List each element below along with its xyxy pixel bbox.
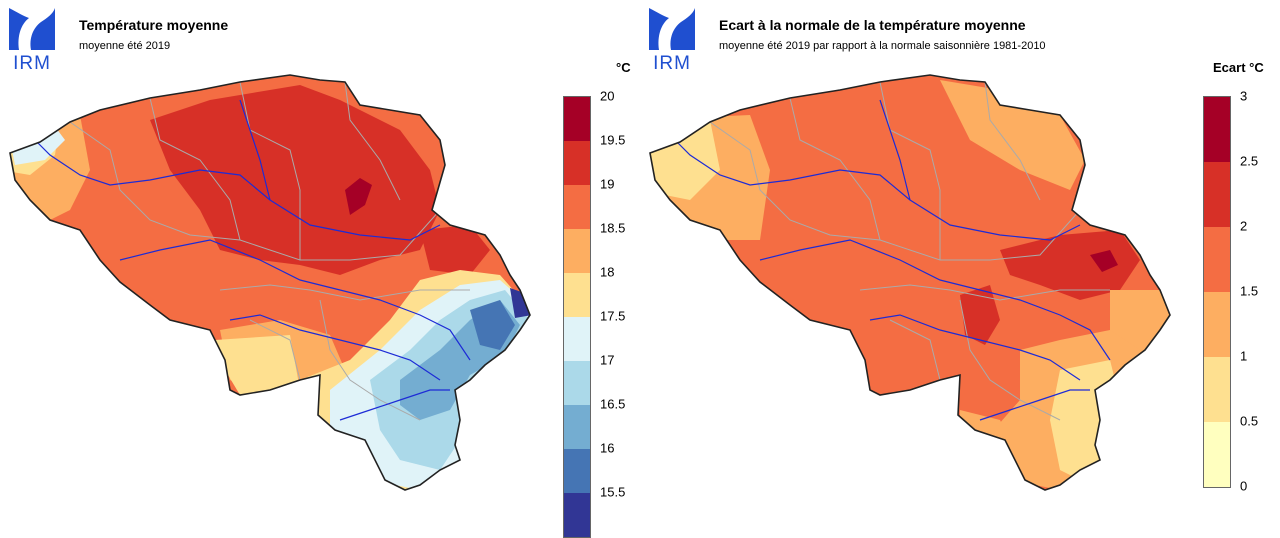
irm-logo-text: IRM xyxy=(13,53,51,74)
legend-tick: 15.5 xyxy=(600,484,626,500)
legend-tick: 17.5 xyxy=(600,308,626,324)
legend-tick: 2.5 xyxy=(1240,153,1259,169)
legend-tick: 18 xyxy=(600,264,615,280)
legend-swatch xyxy=(1204,357,1230,422)
legend-swatch xyxy=(1204,292,1230,357)
map-subtitle: moyenne été 2019 par rapport à la normal… xyxy=(719,40,1046,52)
country-border xyxy=(649,74,1171,491)
legend-swatch xyxy=(564,229,590,273)
province-borders xyxy=(709,81,1110,421)
legend-tick: 2 xyxy=(1240,218,1248,234)
legend-swatch xyxy=(564,449,590,493)
rivers xyxy=(29,99,471,421)
anomaly-fill xyxy=(650,75,1170,490)
irm-logo-icon xyxy=(9,8,55,50)
legend-tick: 16 xyxy=(600,440,615,456)
legend-swatch xyxy=(564,273,590,317)
legend-swatch xyxy=(1204,162,1230,227)
temperature-fill xyxy=(10,75,530,490)
legend-swatch xyxy=(1204,97,1230,162)
province-borders xyxy=(69,81,470,421)
legend-tick: 18.5 xyxy=(600,220,626,236)
belgium-anomaly-map xyxy=(649,74,1171,491)
rivers xyxy=(669,99,1111,421)
legend-swatch xyxy=(564,185,590,229)
legend-tick: 17 xyxy=(600,352,615,368)
legend-tick: 1 xyxy=(1240,348,1248,364)
anomaly-legend xyxy=(1203,96,1231,488)
legend-tick: 16.5 xyxy=(600,396,626,412)
temperature-legend xyxy=(563,96,591,538)
legend-tick: 19.5 xyxy=(600,132,626,148)
irm-logo-icon xyxy=(649,8,695,50)
legend-tick: 1.5 xyxy=(1240,283,1259,299)
map-subtitle: moyenne été 2019 xyxy=(79,40,171,52)
legend-swatch xyxy=(1204,422,1230,487)
legend-unit: °C xyxy=(616,60,631,75)
legend-swatch xyxy=(564,405,590,449)
mean-temperature-panel: IRM Température moyenne moyenne été 2019 xyxy=(0,0,640,538)
legend-swatch xyxy=(564,97,590,141)
map-title: Ecart à la normale de la température moy… xyxy=(719,17,1026,33)
legend-swatch xyxy=(1204,227,1230,292)
legend-swatch xyxy=(564,317,590,361)
map-title: Température moyenne xyxy=(79,17,229,33)
irm-logo: IRM xyxy=(7,6,57,74)
legend-tick: 0.5 xyxy=(1240,413,1259,429)
legend-swatch xyxy=(564,141,590,185)
temperature-anomaly-panel: IRM Ecart à la normale de la température… xyxy=(640,0,1280,507)
country-border xyxy=(9,74,531,491)
legend-tick: 3 xyxy=(1240,88,1248,104)
legend-swatch xyxy=(564,493,590,537)
legend-tick: 0 xyxy=(1240,478,1248,494)
irm-logo: IRM xyxy=(647,6,697,74)
legend-tick: 19 xyxy=(600,176,615,192)
legend-unit: Ecart °C xyxy=(1213,60,1264,75)
legend-swatch xyxy=(564,361,590,405)
belgium-temperature-map xyxy=(9,74,531,491)
legend-tick: 20 xyxy=(600,88,615,104)
irm-logo-text: IRM xyxy=(653,53,691,74)
